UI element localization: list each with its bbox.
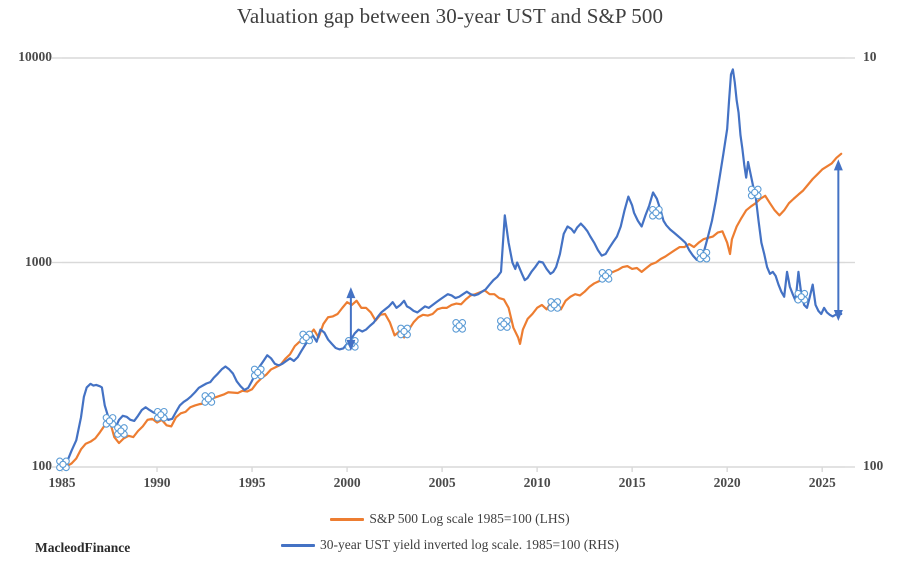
series-line-ust (60, 68, 843, 469)
crossing-marker-dot (751, 188, 759, 197)
crossing-marker (114, 424, 128, 438)
legend-swatch-sp500 (330, 517, 365, 521)
gap-arrow-2026-head-up (833, 159, 843, 171)
legend-swatch-ust (280, 543, 315, 547)
crossing-marker-dot (455, 322, 463, 330)
x-axis-tick-2025: 2025 (808, 475, 836, 490)
gap-arrow-2026 (833, 159, 843, 321)
crossing-marker (397, 324, 411, 339)
y-axis-left-tick-100: 100 (31, 458, 52, 473)
crossing-marker-dot (699, 252, 708, 260)
chart-legend: S&P 500 Log scale 1985=100 (LHS) 30-year… (0, 506, 900, 558)
legend-label-ust: 30-year UST yield inverted log scale. 19… (319, 537, 620, 552)
crossing-marker-dot (601, 272, 610, 280)
crossing-marker (56, 457, 70, 472)
crossing-marker-dot (59, 460, 67, 469)
crossing-marker-dot (550, 301, 558, 309)
y-axis-right-tick-10: 10 (863, 49, 877, 64)
gap-arrow-2026-head-down (833, 309, 843, 321)
crossing-marker-dot (400, 327, 408, 336)
watermark-macleodfinance: MacleodFinance (35, 540, 131, 555)
x-axis-tick-2010: 2010 (523, 475, 551, 490)
crossing-marker-dot (105, 417, 114, 425)
gap-arrow-2000-head-up (346, 287, 356, 299)
crossing-marker (794, 289, 809, 304)
crossing-marker-dot (797, 293, 805, 301)
crossing-marker (696, 248, 711, 263)
x-axis-tick-2015: 2015 (618, 475, 646, 490)
crossing-marker (649, 205, 663, 220)
crossing-marker-dot (157, 411, 165, 419)
crossing-marker (201, 392, 216, 406)
crossing-marker-dot (302, 333, 310, 342)
crossing-marker-dot (204, 395, 212, 403)
x-axis-tick-2005: 2005 (428, 475, 456, 490)
crossing-marker-dot (652, 209, 660, 217)
gap-arrow-2000 (346, 287, 356, 351)
crossing-marker (102, 414, 117, 428)
x-axis-tick-1995: 1995 (238, 475, 266, 490)
crossing-marker (547, 298, 562, 312)
crossing-marker (747, 185, 762, 200)
series-line-sp500 (60, 152, 843, 469)
crossing-marker (153, 407, 168, 422)
crossing-marker (452, 319, 467, 333)
crossing-marker (250, 365, 265, 380)
legend-label-sp500: S&P 500 Log scale 1985=100 (LHS) (369, 511, 570, 526)
crossing-marker (299, 330, 314, 345)
gap-arrow-2000-head-down (346, 339, 356, 351)
crossing-marker-dot (500, 320, 508, 328)
y-axis-right-tick-100: 100 (863, 458, 884, 473)
crossing-marker-dot (254, 368, 262, 377)
x-axis-tick-2020: 2020 (713, 475, 741, 490)
crossing-marker (497, 317, 511, 331)
x-axis-tick-2000: 2000 (333, 475, 361, 490)
legend-item-sp500[interactable]: S&P 500 Log scale 1985=100 (LHS) (0, 506, 900, 532)
crossing-marker-dot (117, 427, 125, 435)
x-axis-tick-1985: 1985 (48, 475, 76, 490)
crossing-marker (598, 269, 613, 283)
x-axis-tick-1990: 1990 (143, 475, 171, 490)
chart-title: Valuation gap between 30-year UST and S&… (236, 4, 664, 28)
legend-item-ust[interactable]: 30-year UST yield inverted log scale. 19… (0, 532, 900, 558)
y-axis-left-tick-10000: 10000 (18, 49, 52, 64)
y-axis-left-tick-1000: 1000 (25, 253, 52, 269)
